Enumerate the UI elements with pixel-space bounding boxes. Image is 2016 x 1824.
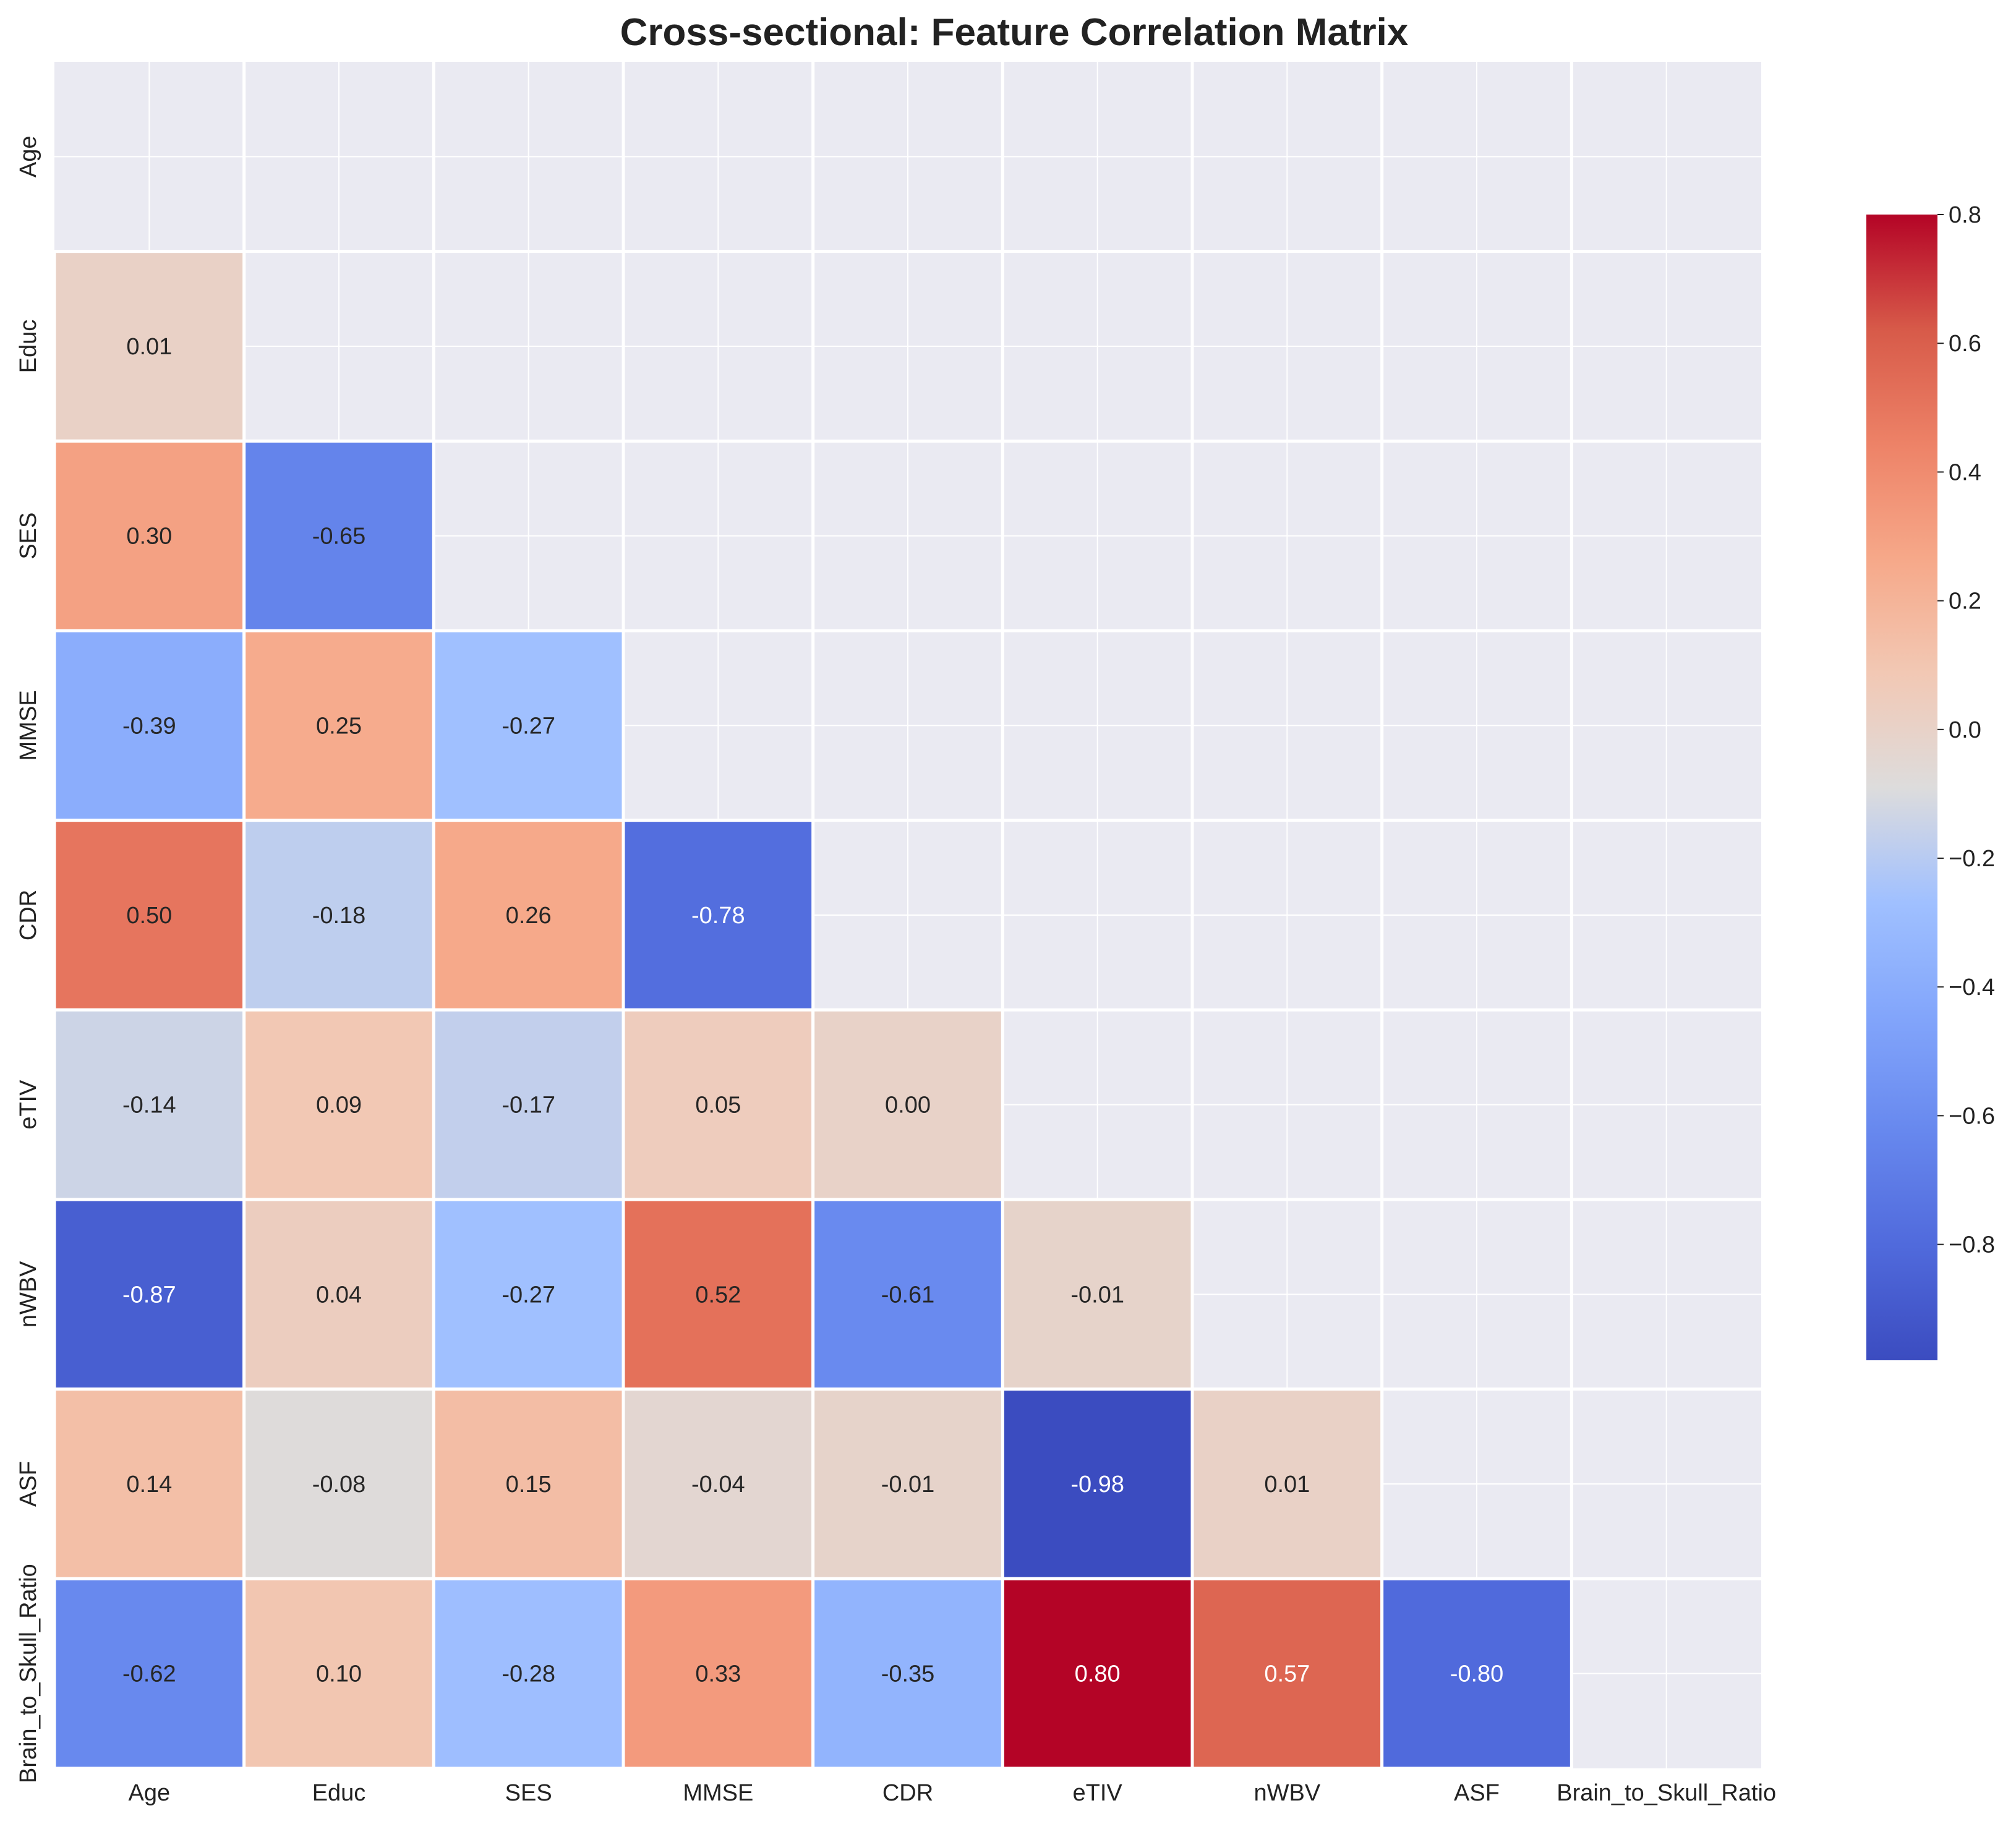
heatmap-cell bbox=[432, 1008, 625, 1201]
heatmap-cell bbox=[242, 1198, 435, 1391]
colorbar-tick-label: 0.6 bbox=[1949, 331, 1981, 357]
cell-value-label: -0.65 bbox=[312, 524, 366, 550]
y-tick-label: MMSE bbox=[15, 690, 41, 761]
colorbar-tick-label: 0.8 bbox=[1949, 202, 1981, 228]
cell-value-label: -0.87 bbox=[122, 1282, 176, 1308]
cell-value-label: -0.14 bbox=[122, 1093, 176, 1119]
cell-value-label: 0.57 bbox=[1264, 1661, 1310, 1687]
heatmap-cell bbox=[242, 629, 435, 822]
heatmap-cell bbox=[432, 1198, 625, 1391]
colorbar-gradient bbox=[1866, 215, 1937, 1360]
cell-value-label: 0.09 bbox=[316, 1093, 362, 1119]
cell-value-label: 0.33 bbox=[695, 1661, 741, 1687]
y-tick-label: CDR bbox=[15, 890, 41, 940]
heatmap-cell bbox=[53, 1008, 246, 1201]
heatmap-cell bbox=[1001, 1198, 1194, 1391]
cell-value-label: 0.10 bbox=[316, 1661, 362, 1687]
heatmap-cell bbox=[53, 250, 246, 443]
colorbar-tick-label: −0.4 bbox=[1949, 974, 1995, 1000]
heatmap-cell bbox=[432, 1577, 625, 1770]
heatmap-cell bbox=[53, 629, 246, 822]
cell-value-label: 0.04 bbox=[316, 1282, 362, 1308]
heatmap-cell bbox=[811, 1387, 1004, 1580]
cell-value-label: -0.98 bbox=[1070, 1472, 1124, 1498]
colorbar-tick-label: 0.4 bbox=[1949, 459, 1981, 485]
heatmap-cell bbox=[621, 1577, 815, 1770]
cell-value-label: -0.35 bbox=[881, 1661, 935, 1687]
heatmap-cell bbox=[1190, 1577, 1384, 1770]
cell-value-label: 0.14 bbox=[126, 1472, 172, 1498]
x-tick-label: Age bbox=[129, 1780, 171, 1806]
cell-value-label: 0.80 bbox=[1075, 1661, 1121, 1687]
heatmap-cell bbox=[242, 1387, 435, 1580]
heatmap-cell bbox=[432, 629, 625, 822]
y-tick-label: Educ bbox=[15, 320, 41, 373]
x-tick-label: Educ bbox=[312, 1780, 366, 1806]
y-tick-label: Age bbox=[15, 136, 41, 178]
cell-value-label: -0.01 bbox=[1070, 1282, 1124, 1308]
cell-value-label: -0.27 bbox=[502, 713, 555, 739]
heatmap-plot-area: 0.01 0.30 -0.65 -0.39 0.25 -0.27 0.50 -0.18 0.26… bbox=[53, 62, 1761, 1770]
x-axis-tick-labels: Age Educ SES MMSE CDR eTIV nWBV ASF Brain_to_Sku… bbox=[129, 1780, 1777, 1806]
x-tick-label: ASF bbox=[1454, 1780, 1500, 1806]
cell-value-label: -0.01 bbox=[881, 1472, 935, 1498]
colorbar-tick-label: −0.2 bbox=[1949, 846, 1995, 872]
heatmap-cell bbox=[432, 819, 625, 1012]
y-tick-label: eTIV bbox=[15, 1080, 41, 1130]
heatmap-cell bbox=[621, 1008, 815, 1201]
cell-value-label: -0.80 bbox=[1450, 1661, 1504, 1687]
x-tick-label: Brain_to_Skull_Ratio bbox=[1557, 1780, 1776, 1806]
heatmap-cell bbox=[53, 1198, 246, 1391]
cell-value-label: -0.28 bbox=[502, 1661, 555, 1687]
y-axis-tick-labels: Age Educ SES MMSE CDR eTIV nWBV ASF Brain_to_Sku… bbox=[15, 136, 41, 1784]
cell-value-label: 0.15 bbox=[506, 1472, 552, 1498]
x-tick-label: nWBV bbox=[1254, 1780, 1320, 1806]
x-tick-label: eTIV bbox=[1073, 1780, 1123, 1806]
cell-value-label: -0.17 bbox=[502, 1093, 555, 1119]
cell-value-label: 0.01 bbox=[1264, 1472, 1310, 1498]
colorbar-tick-label: 0.2 bbox=[1949, 589, 1981, 615]
heatmap-cell bbox=[242, 819, 435, 1012]
heatmap-cell bbox=[1380, 1577, 1573, 1770]
heatmap-cell bbox=[53, 819, 246, 1012]
colorbar-tick-label: −0.8 bbox=[1949, 1232, 1995, 1258]
cell-value-label: -0.04 bbox=[691, 1472, 745, 1498]
heatmap-cell bbox=[242, 1008, 435, 1201]
heatmap-cell bbox=[1001, 1387, 1194, 1580]
heatmap-cell bbox=[242, 1577, 435, 1770]
cell-value-label: -0.61 bbox=[881, 1282, 935, 1308]
cell-value-label: 0.26 bbox=[506, 903, 552, 929]
heatmap-cell bbox=[811, 1008, 1004, 1201]
cell-value-label: -0.27 bbox=[502, 1282, 555, 1308]
cell-value-label: 0.00 bbox=[885, 1093, 931, 1119]
cell-value-label: 0.50 bbox=[126, 903, 172, 929]
heatmap-cell bbox=[1001, 1577, 1194, 1770]
cell-value-label: 0.25 bbox=[316, 713, 362, 739]
cell-value-label: 0.01 bbox=[126, 334, 172, 360]
cell-value-label: -0.18 bbox=[312, 903, 366, 929]
y-tick-label: ASF bbox=[15, 1461, 41, 1507]
x-tick-label: MMSE bbox=[683, 1780, 753, 1806]
cell-value-label: -0.39 bbox=[122, 713, 176, 739]
heatmap-cell bbox=[621, 819, 815, 1012]
y-tick-label: Brain_to_Skull_Ratio bbox=[15, 1564, 41, 1783]
cell-value-label: 0.52 bbox=[695, 1282, 741, 1308]
cell-value-label: -0.78 bbox=[691, 903, 745, 929]
x-tick-label: SES bbox=[505, 1780, 552, 1806]
colorbar-tick-label: 0.0 bbox=[1949, 717, 1981, 743]
heatmap-cell bbox=[811, 1577, 1004, 1770]
y-tick-label: SES bbox=[15, 513, 41, 560]
x-tick-label: CDR bbox=[882, 1780, 933, 1806]
heatmap-cell bbox=[242, 439, 435, 633]
cell-value-label: 0.30 bbox=[126, 524, 172, 550]
colorbar: 0.8 0.6 0.4 0.2 0.0 −0.2 −0.4 −0.6 −0.8 bbox=[1866, 202, 1995, 1360]
y-tick-label: nWBV bbox=[15, 1261, 41, 1328]
cell-value-label: -0.08 bbox=[312, 1472, 366, 1498]
heatmap-cell bbox=[53, 1577, 246, 1770]
chart-title: Cross-sectional: Feature Correlation Mat… bbox=[620, 11, 1409, 54]
colorbar-tick-label: −0.6 bbox=[1949, 1103, 1995, 1129]
cell-value-label: -0.62 bbox=[122, 1661, 176, 1687]
cell-value-label: 0.05 bbox=[695, 1093, 741, 1119]
